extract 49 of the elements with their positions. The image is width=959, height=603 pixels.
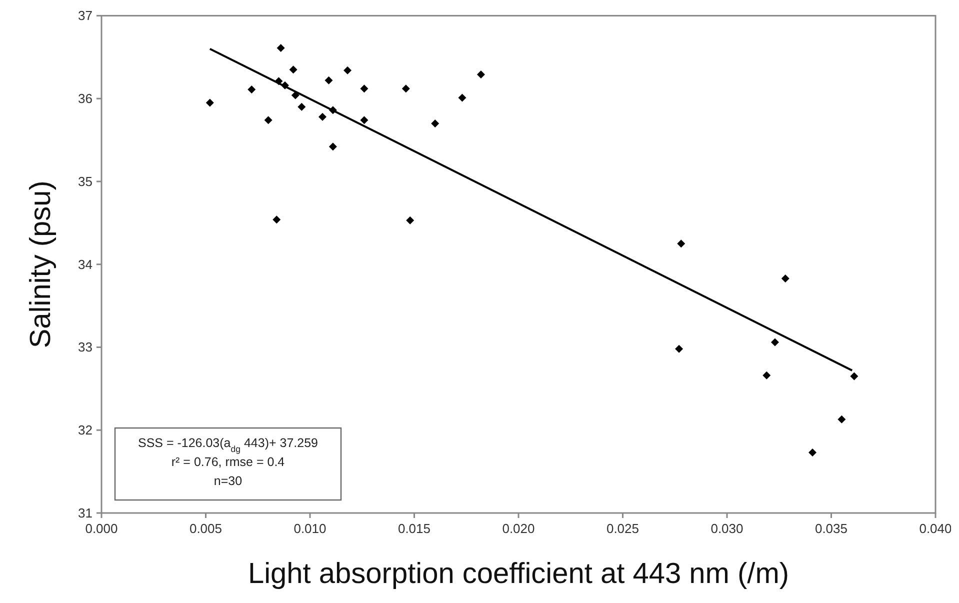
point	[406, 216, 414, 224]
y-tick-label: 31	[78, 506, 92, 520]
x-tick-label: 0.020	[502, 521, 535, 536]
point	[360, 84, 368, 93]
point	[808, 448, 816, 456]
y-tick-label: 34	[78, 256, 92, 272]
point	[264, 116, 272, 124]
x-tick-label: 0.040	[919, 521, 952, 536]
point	[675, 344, 684, 353]
annotation: SSS = -126.03(a$_{dg}$ 443)+ 37.259	[138, 436, 318, 454]
point	[431, 119, 440, 128]
x-tick-label: 0.010	[294, 521, 326, 536]
point	[402, 84, 410, 93]
point	[476, 70, 485, 79]
x-tick-label: 0.005	[189, 521, 222, 536]
y-tick-label: 33	[78, 340, 92, 355]
point	[318, 112, 327, 121]
annotation: n=30	[214, 474, 242, 488]
x-tick-label: 0.000	[85, 521, 118, 536]
x-axis-title: Light absorption coefficient at 443 nm (/m)	[248, 558, 790, 590]
point	[458, 94, 466, 102]
point	[206, 98, 214, 107]
x-tick-label: 0.030	[710, 521, 744, 536]
x-tick-label: 0.015	[398, 521, 431, 536]
point	[324, 76, 333, 84]
point	[289, 66, 298, 74]
point	[276, 44, 285, 52]
point	[344, 66, 352, 74]
y-tick-label: 35	[78, 174, 92, 189]
y-tick-label: 36	[78, 91, 92, 106]
x-tick-label: 0.025	[606, 521, 640, 536]
point	[838, 415, 846, 424]
point	[677, 240, 686, 248]
y-tick-label: 37	[78, 8, 92, 24]
point	[770, 338, 779, 346]
y-tick-label: 32	[78, 422, 92, 438]
point	[762, 371, 771, 380]
y-axis-title: Salinity (psu)	[25, 180, 57, 348]
point	[291, 91, 300, 100]
point	[850, 372, 858, 380]
x-tick-label: 0.035	[814, 521, 848, 536]
point	[298, 102, 306, 111]
point	[272, 216, 281, 224]
point	[328, 142, 337, 151]
annotation: r² = 0.76, rmse = 0.4	[171, 455, 285, 469]
equation-text-box: SSS = -126.03(a$_{dg}$ 443)+ 37.259 r² = 0.76, rmse = 0.4 n=30	[114, 427, 342, 501]
point	[248, 85, 256, 94]
point	[360, 116, 368, 124]
point	[781, 274, 790, 282]
